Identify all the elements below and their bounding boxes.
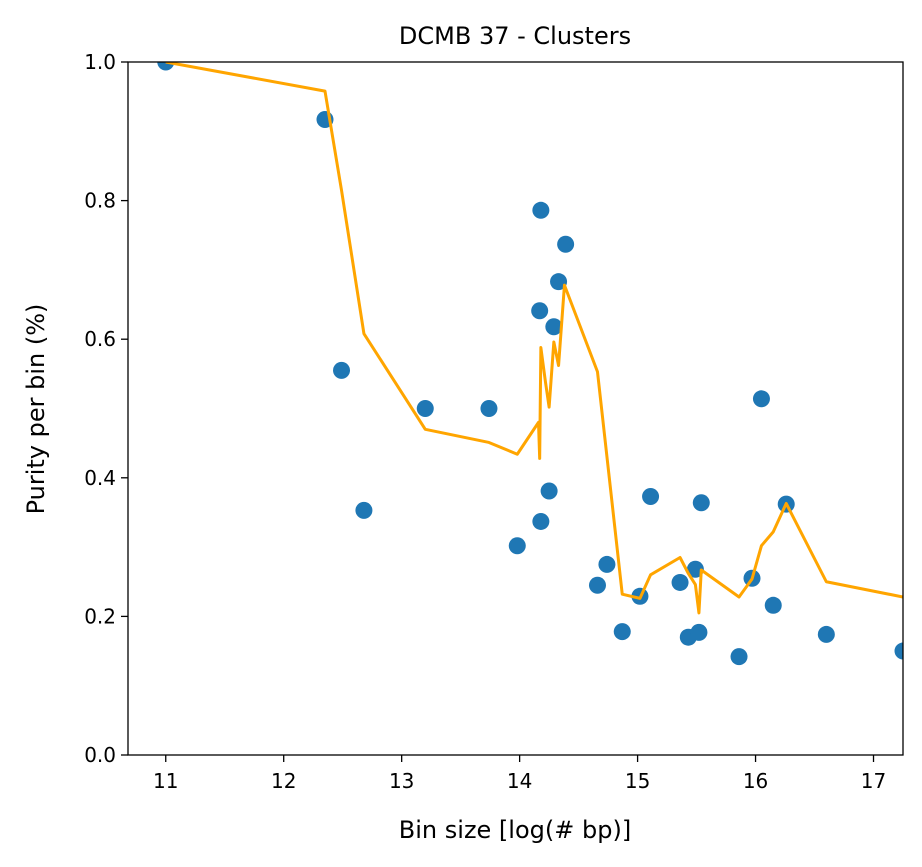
chart-title: DCMB 37 - Clusters [399, 22, 631, 50]
scatter-point [730, 648, 748, 666]
scatter-point [355, 501, 373, 519]
x-tick-label: 12 [271, 769, 296, 793]
plot-marks [157, 62, 903, 666]
scatter-point [550, 273, 568, 291]
y-tick-label: 1.0 [84, 50, 116, 74]
scatter-point [480, 400, 498, 417]
scatter-point [588, 576, 606, 594]
scatter-point [764, 596, 782, 614]
y-axis-label: Purity per bin (%) [22, 304, 50, 515]
y-tick-label: 0.4 [84, 466, 116, 490]
x-tick-label: 16 [743, 769, 768, 793]
scatter-point [692, 494, 710, 512]
scatter-point [545, 318, 563, 336]
scatter-point [752, 390, 770, 408]
x-tick-label: 13 [389, 769, 414, 793]
x-axis-label: Bin size [log(# bp)] [399, 816, 631, 844]
y-tick-label: 0.6 [84, 327, 116, 351]
scatter-point [642, 488, 660, 506]
y-tick-label: 0.2 [84, 604, 116, 628]
y-axis: 0.0 0.2 0.4 0.6 0.8 1.0 [84, 50, 128, 767]
scatter-point [540, 482, 558, 500]
scatter-point [532, 201, 550, 219]
scatter-point [690, 623, 708, 641]
scatter-point [894, 642, 903, 660]
plot-frame [127, 61, 904, 756]
scatter-point [508, 537, 526, 555]
y-tick-label: 0.8 [84, 189, 116, 213]
y-tick-label: 0.0 [84, 743, 116, 767]
trend-line [165, 62, 903, 615]
scatter-point [333, 361, 351, 379]
x-axis: 11 12 13 14 15 16 17 [153, 755, 886, 793]
x-tick-label: 11 [153, 769, 178, 793]
x-tick-label: 15 [625, 769, 650, 793]
scatter-point [557, 235, 575, 253]
scatter-point [532, 512, 550, 530]
scatter-point [531, 302, 549, 320]
scatter-point [598, 555, 616, 573]
scatter-point [613, 623, 631, 641]
scatter-point [671, 573, 689, 591]
x-tick-label: 14 [507, 769, 532, 793]
scatter-point [416, 400, 434, 417]
scatter-point [817, 625, 835, 643]
x-tick-label: 17 [861, 769, 886, 793]
